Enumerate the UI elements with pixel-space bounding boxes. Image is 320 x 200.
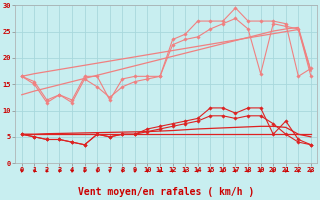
X-axis label: Vent moyen/en rafales ( km/h ): Vent moyen/en rafales ( km/h ) — [78, 187, 254, 197]
